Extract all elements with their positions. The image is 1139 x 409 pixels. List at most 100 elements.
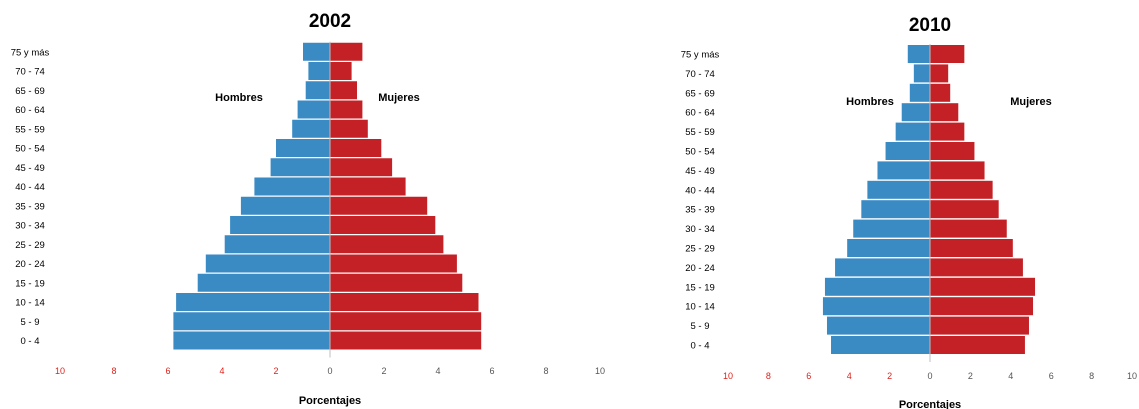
category-label: 70 - 74: [685, 69, 715, 80]
category-label: 40 - 44: [15, 182, 45, 193]
bar-mujeres-12: [330, 100, 363, 119]
bar-mujeres-10: [930, 142, 975, 160]
chart-marks: 0 - 4 5 - 9 10 - 14 15 - 19 20 - 24 25 - 29 30…: [681, 44, 1137, 381]
category-label: 35 - 39: [15, 201, 45, 212]
x-tick-label: 6: [806, 371, 811, 381]
category-label: 10 - 14: [685, 302, 715, 313]
bar-hombres-1: [173, 312, 330, 331]
chart-2010: 2010 Hombres Mujeres Porcentajes 0 - 45 …: [681, 15, 1137, 409]
chart-title: 2002: [309, 11, 351, 32]
x-axis-label: Porcentajes: [299, 395, 361, 407]
bar-mujeres-14: [330, 62, 352, 80]
bar-mujeres-12: [930, 103, 959, 122]
category-label: 0 - 4: [690, 341, 709, 352]
category-label: 25 - 29: [15, 240, 45, 251]
category-label: 10 - 14: [15, 298, 45, 309]
x-tick-label: 2: [381, 366, 386, 376]
category-label: 65 - 69: [15, 86, 45, 97]
bar-mujeres-2: [330, 293, 479, 311]
chart-marks: 0 - 4 5 - 9 10 - 14 15 - 19 20 - 24 25 - 29 30…: [11, 41, 605, 376]
bar-hombres-4: [835, 258, 930, 277]
legend-label-mujeres: Mujeres: [378, 92, 420, 104]
bar-hombres-13: [305, 81, 330, 100]
bar-hombres-12: [297, 100, 330, 119]
legend-label-mujeres: Mujeres: [1010, 96, 1052, 108]
bar-mujeres-9: [330, 158, 393, 177]
bar-mujeres-4: [930, 258, 1023, 277]
category-label: 40 - 44: [685, 185, 715, 196]
bar-hombres-12: [901, 103, 930, 122]
bar-mujeres-11: [330, 119, 368, 138]
x-axis-label: Porcentajes: [899, 399, 961, 409]
legend-label-hombres: Hombres: [215, 92, 263, 104]
bar-mujeres-15: [330, 42, 363, 61]
chart-2002: 2002 Hombres Mujeres Porcentajes 0 - 4 5 …: [11, 11, 605, 407]
bar-hombres-4: [205, 254, 330, 273]
category-label: 55 - 59: [15, 124, 45, 135]
bar-hombres-9: [877, 161, 930, 180]
category-label: 35 - 39: [685, 205, 715, 216]
bar-hombres-15: [303, 42, 330, 61]
bar-mujeres-8: [330, 177, 406, 196]
bar-mujeres-2: [930, 297, 1034, 316]
category-label: 25 - 29: [685, 244, 715, 255]
category-label: 60 - 64: [685, 108, 715, 119]
x-tick-label: 8: [1089, 371, 1094, 381]
bar-hombres-7: [240, 196, 330, 215]
bar-mujeres-0: [330, 331, 482, 350]
bar-hombres-14: [308, 62, 330, 80]
x-tick-label: 4: [219, 366, 224, 376]
x-tick-label: 0: [927, 371, 932, 381]
bar-mujeres-5: [930, 239, 1013, 257]
bar-hombres-14: [913, 64, 930, 83]
bar-hombres-8: [867, 180, 930, 199]
bar-hombres-5: [224, 235, 330, 254]
x-tick-label: 10: [723, 371, 733, 381]
x-tick-label: 8: [111, 366, 116, 376]
category-label: 15 - 19: [15, 278, 45, 289]
bar-mujeres-1: [930, 316, 1029, 335]
category-label: 45 - 49: [685, 166, 715, 177]
bar-hombres-11: [292, 119, 330, 138]
x-tick-label: 6: [1049, 371, 1054, 381]
category-label: 30 - 34: [685, 224, 715, 235]
chart-title: 2010: [909, 15, 951, 36]
x-tick-label: 6: [165, 366, 170, 376]
x-tick-label: 8: [766, 371, 771, 381]
bar-mujeres-4: [330, 254, 457, 273]
bar-hombres-13: [909, 83, 930, 102]
category-label: 20 - 24: [15, 259, 45, 270]
category-label: 75 y más: [681, 50, 720, 61]
x-tick-label: 0: [327, 366, 332, 376]
bar-hombres-7: [861, 200, 930, 219]
bar-hombres-11: [895, 122, 930, 141]
category-label: 15 - 19: [685, 282, 715, 293]
bar-mujeres-7: [330, 196, 428, 215]
x-tick-label: 10: [55, 366, 65, 376]
category-label: 5 - 9: [690, 321, 709, 332]
bar-hombres-1: [826, 316, 930, 335]
bar-hombres-10: [276, 139, 330, 157]
x-tick-label: 4: [435, 366, 440, 376]
bar-mujeres-6: [930, 219, 1007, 238]
category-label: 55 - 59: [685, 127, 715, 138]
bar-mujeres-5: [330, 235, 444, 254]
bar-hombres-9: [270, 158, 330, 177]
bar-hombres-8: [254, 177, 330, 196]
bar-mujeres-10: [330, 139, 382, 157]
x-tick-label: 8: [543, 366, 548, 376]
bar-mujeres-13: [330, 81, 357, 100]
bar-hombres-3: [824, 277, 930, 296]
bar-mujeres-14: [930, 64, 949, 83]
bar-mujeres-11: [930, 122, 965, 141]
bar-mujeres-7: [930, 200, 999, 219]
bar-hombres-5: [847, 239, 930, 257]
x-tick-label: 4: [1008, 371, 1013, 381]
x-tick-label: 2: [273, 366, 278, 376]
bar-hombres-15: [907, 45, 930, 63]
x-tick-label: 4: [847, 371, 852, 381]
category-label: 60 - 64: [15, 105, 45, 116]
x-tick-label: 2: [968, 371, 973, 381]
category-label: 20 - 24: [685, 263, 715, 274]
